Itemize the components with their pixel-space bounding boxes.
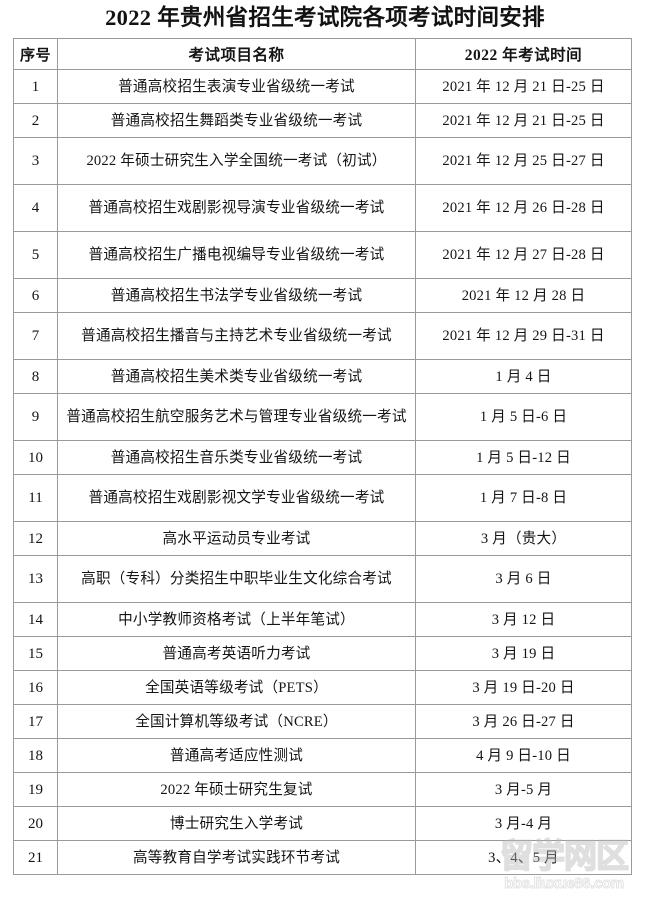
cell-exam-name: 普通高校招生广播电视编导专业省级统一考试 bbox=[57, 231, 416, 279]
cell-row-number: 15 bbox=[13, 636, 58, 671]
watermark-url-text: bbs.liuxue86.com bbox=[504, 875, 625, 893]
cell-exam-date: 2021 年 12 月 25 日-27 日 bbox=[415, 137, 632, 185]
cell-exam-name: 2022 年硕士研究生入学全国统一考试（初试） bbox=[57, 137, 416, 185]
cell-exam-date: 1 月 5 日-6 日 bbox=[415, 393, 632, 441]
cell-exam-name: 普通高校招生书法学专业省级统一考试 bbox=[57, 278, 416, 313]
cell-exam-name: 2022 年硕士研究生复试 bbox=[57, 772, 416, 807]
cell-exam-name: 博士研究生入学考试 bbox=[57, 806, 416, 841]
cell-exam-date: 2021 年 12 月 27 日-28 日 bbox=[415, 231, 632, 279]
cell-row-number: 7 bbox=[13, 312, 58, 360]
cell-exam-date: 3 月 19 日-20 日 bbox=[415, 670, 632, 705]
page-title: 2022 年贵州省招生考试院各项考试时间安排 bbox=[105, 5, 545, 30]
cell-row-number: 20 bbox=[13, 806, 58, 841]
cell-exam-date: 3 月-5 月 bbox=[415, 772, 632, 807]
cell-exam-date: 4 月 9 日-10 日 bbox=[415, 738, 632, 773]
cell-exam-date: 3 月-4 月 bbox=[415, 806, 632, 841]
table-row: 19 2022 年硕士研究生复试 3 月-5 月 bbox=[13, 772, 632, 807]
cell-row-number: 19 bbox=[13, 772, 58, 807]
cell-exam-date: 3、4、5 月 bbox=[415, 840, 632, 875]
cell-row-number: 2 bbox=[13, 103, 58, 138]
cell-row-number: 17 bbox=[13, 704, 58, 739]
cell-exam-date: 2021 年 12 月 26 日-28 日 bbox=[415, 184, 632, 232]
cell-exam-name: 高等教育自学考试实践环节考试 bbox=[57, 840, 416, 875]
cell-exam-name: 普通高校招生戏剧影视文学专业省级统一考试 bbox=[57, 474, 416, 522]
cell-exam-name: 全国英语等级考试（PETS） bbox=[57, 670, 416, 705]
table-row: 20 博士研究生入学考试 3 月-4 月 bbox=[13, 806, 632, 841]
cell-exam-date: 3 月 12 日 bbox=[415, 602, 632, 637]
table-row: 1 普通高校招生表演专业省级统一考试 2021 年 12 月 21 日-25 日 bbox=[13, 69, 632, 104]
table-row: 21 高等教育自学考试实践环节考试 3、4、5 月 bbox=[13, 840, 632, 875]
cell-exam-date: 3 月（贵大） bbox=[415, 521, 632, 556]
column-header-no: 序号 bbox=[13, 38, 58, 70]
cell-exam-date: 2021 年 12 月 21 日-25 日 bbox=[415, 69, 632, 104]
cell-exam-date: 3 月 26 日-27 日 bbox=[415, 704, 632, 739]
column-header-exam-date: 2022 年考试时间 bbox=[415, 38, 632, 70]
table-row: 10 普通高校招生音乐类专业省级统一考试 1 月 5 日-12 日 bbox=[13, 440, 632, 475]
table-row: 5 普通高校招生广播电视编导专业省级统一考试 2021 年 12 月 27 日-28… bbox=[13, 231, 632, 279]
cell-exam-name: 普通高校招生播音与主持艺术专业省级统一考试 bbox=[57, 312, 416, 360]
cell-row-number: 18 bbox=[13, 738, 58, 773]
cell-row-number: 16 bbox=[13, 670, 58, 705]
table-row: 3 2022 年硕士研究生入学全国统一考试（初试） 2021 年 12 月 25 日… bbox=[13, 137, 632, 185]
table-row: 18 普通高考适应性测试 4 月 9 日-10 日 bbox=[13, 738, 632, 773]
table-row: 4 普通高校招生戏剧影视导演专业省级统一考试 2021 年 12 月 26 日-28… bbox=[13, 184, 632, 232]
table-row: 15 普通高考英语听力考试 3 月 19 日 bbox=[13, 636, 632, 671]
exam-schedule-table: 序号 考试项目名称 2022 年考试时间 1 普通高校招生表演专业省级统一考试 20… bbox=[13, 38, 632, 875]
cell-row-number: 13 bbox=[13, 555, 58, 603]
cell-exam-date: 3 月 19 日 bbox=[415, 636, 632, 671]
cell-row-number: 5 bbox=[13, 231, 58, 279]
cell-row-number: 12 bbox=[13, 521, 58, 556]
table-row: 6 普通高校招生书法学专业省级统一考试 2021 年 12 月 28 日 bbox=[13, 278, 632, 313]
table-row: 9 普通高校招生航空服务艺术与管理专业省级统一考试 1 月 5 日-6 日 bbox=[13, 393, 632, 441]
table-header: 序号 考试项目名称 2022 年考试时间 bbox=[13, 38, 632, 70]
cell-exam-date: 1 月 4 日 bbox=[415, 359, 632, 394]
cell-row-number: 10 bbox=[13, 440, 58, 475]
cell-row-number: 14 bbox=[13, 602, 58, 637]
cell-row-number: 3 bbox=[13, 137, 58, 185]
cell-exam-date: 3 月 6 日 bbox=[415, 555, 632, 603]
table-header-row: 序号 考试项目名称 2022 年考试时间 bbox=[13, 38, 632, 70]
table-row: 17 全国计算机等级考试（NCRE） 3 月 26 日-27 日 bbox=[13, 704, 632, 739]
cell-exam-date: 2021 年 12 月 28 日 bbox=[415, 278, 632, 313]
cell-exam-date: 1 月 7 日-8 日 bbox=[415, 474, 632, 522]
cell-exam-date: 2021 年 12 月 21 日-25 日 bbox=[415, 103, 632, 138]
cell-exam-date: 1 月 5 日-12 日 bbox=[415, 440, 632, 475]
cell-row-number: 4 bbox=[13, 184, 58, 232]
cell-exam-name: 高水平运动员专业考试 bbox=[57, 521, 416, 556]
cell-exam-name: 普通高考适应性测试 bbox=[57, 738, 416, 773]
column-header-exam-name: 考试项目名称 bbox=[57, 38, 416, 70]
cell-row-number: 21 bbox=[13, 840, 58, 875]
cell-exam-name: 普通高校招生航空服务艺术与管理专业省级统一考试 bbox=[57, 393, 416, 441]
cell-exam-name: 高职（专科）分类招生中职毕业生文化综合考试 bbox=[57, 555, 416, 603]
table-row: 13 高职（专科）分类招生中职毕业生文化综合考试 3 月 6 日 bbox=[13, 555, 632, 603]
cell-exam-name: 中小学教师资格考试（上半年笔试） bbox=[57, 602, 416, 637]
table-row: 7 普通高校招生播音与主持艺术专业省级统一考试 2021 年 12 月 29 日-3… bbox=[13, 312, 632, 360]
table-row: 12 高水平运动员专业考试 3 月（贵大） bbox=[13, 521, 632, 556]
cell-exam-name: 普通高考英语听力考试 bbox=[57, 636, 416, 671]
cell-row-number: 8 bbox=[13, 359, 58, 394]
cell-exam-name: 普通高校招生表演专业省级统一考试 bbox=[57, 69, 416, 104]
cell-exam-name: 全国计算机等级考试（NCRE） bbox=[57, 704, 416, 739]
cell-row-number: 9 bbox=[13, 393, 58, 441]
cell-row-number: 1 bbox=[13, 69, 58, 104]
table-row: 2 普通高校招生舞蹈类专业省级统一考试 2021 年 12 月 21 日-25 日 bbox=[13, 103, 632, 138]
table-row: 8 普通高校招生美术类专业省级统一考试 1 月 4 日 bbox=[13, 359, 632, 394]
table-row: 16 全国英语等级考试（PETS） 3 月 19 日-20 日 bbox=[13, 670, 632, 705]
cell-exam-date: 2021 年 12 月 29 日-31 日 bbox=[415, 312, 632, 360]
cell-exam-name: 普通高校招生舞蹈类专业省级统一考试 bbox=[57, 103, 416, 138]
cell-exam-name: 普通高校招生美术类专业省级统一考试 bbox=[57, 359, 416, 394]
table-row: 11 普通高校招生戏剧影视文学专业省级统一考试 1 月 7 日-8 日 bbox=[13, 474, 632, 522]
cell-row-number: 11 bbox=[13, 474, 58, 522]
cell-exam-name: 普通高校招生音乐类专业省级统一考试 bbox=[57, 440, 416, 475]
cell-row-number: 6 bbox=[13, 278, 58, 313]
table-row: 14 中小学教师资格考试（上半年笔试） 3 月 12 日 bbox=[13, 602, 632, 637]
cell-exam-name: 普通高校招生戏剧影视导演专业省级统一考试 bbox=[57, 184, 416, 232]
